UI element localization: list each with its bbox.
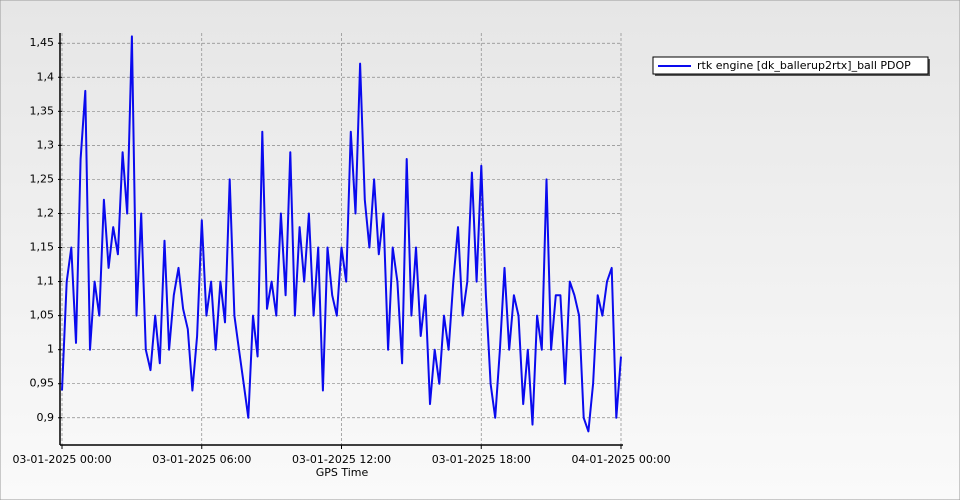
y-tick-label: 1,35 [30, 104, 55, 117]
y-tick-label: 1,45 [30, 36, 55, 49]
x-tick-label: 03-01-2025 06:00 [152, 453, 251, 466]
legend-box [652, 56, 929, 75]
y-tick-label: 1,25 [30, 172, 55, 185]
legend-label: rtk engine [dk_ballerup2rtx]_ball PDOP [697, 59, 911, 72]
y-tick-label: 1,3 [37, 138, 55, 151]
y-tick-label: 1,4 [37, 70, 55, 83]
y-tick-label: 0,95 [30, 377, 55, 390]
y-tick-label: 1,15 [30, 241, 55, 254]
x-axis-title: GPS Time [316, 466, 369, 479]
x-tick-label: 03-01-2025 12:00 [292, 453, 391, 466]
series-line [61, 35, 622, 433]
x-tick-label: 03-01-2025 18:00 [432, 453, 531, 466]
y-tick-label: 0,9 [37, 411, 55, 424]
y-tick-label: 1,1 [37, 275, 55, 288]
y-tick-label: 1 [47, 343, 54, 356]
y-tick-label: 1,05 [30, 309, 55, 322]
y-tick-label: 1,2 [37, 206, 55, 219]
x-tick-label: 03-01-2025 00:00 [12, 453, 111, 466]
x-tick-label: 04-01-2025 00:00 [571, 453, 670, 466]
